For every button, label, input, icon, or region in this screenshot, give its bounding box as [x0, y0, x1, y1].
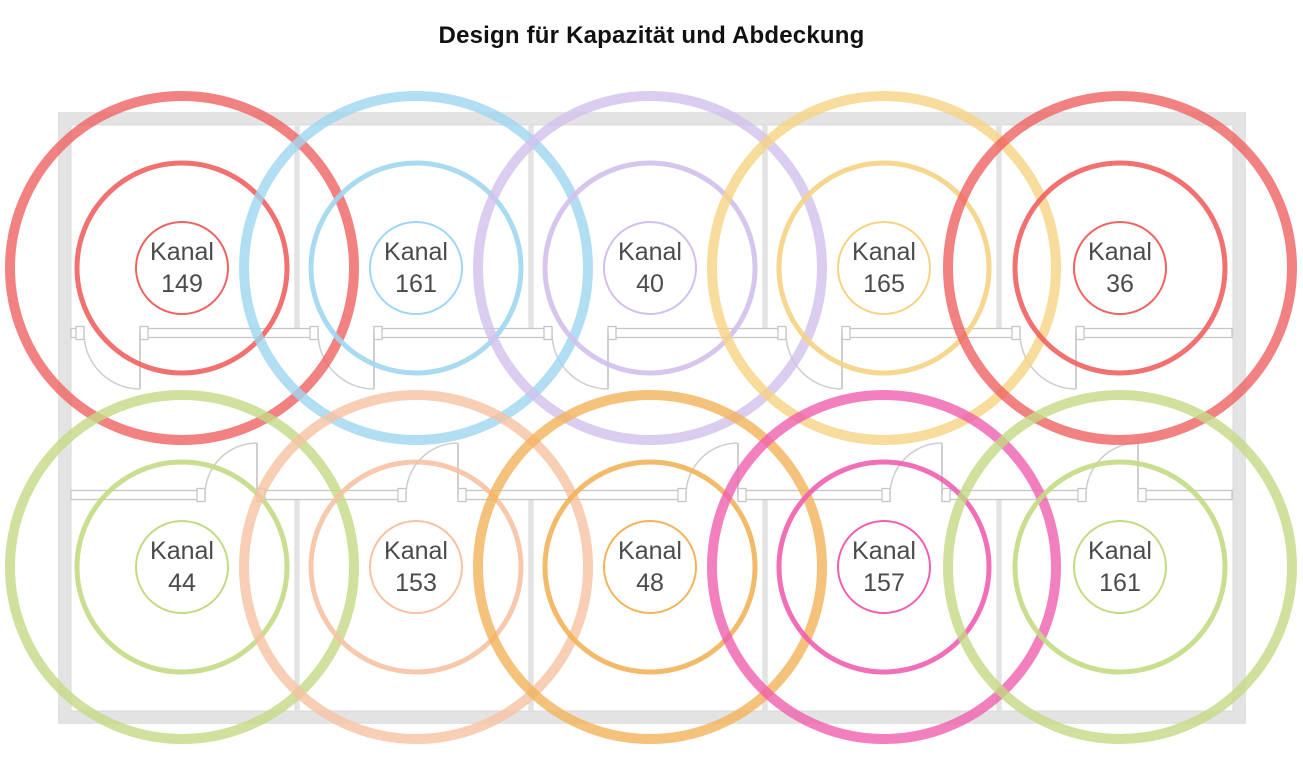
coverage-middle-ring-kanal-165: [776, 160, 992, 376]
door-swing-arc: [685, 442, 739, 496]
coverage-outer-ring-kanal-153: [239, 390, 593, 744]
door-jamb: [941, 487, 951, 503]
door-jamb: [75, 325, 85, 341]
coverage-outer-ring-kanal-40: [473, 91, 827, 445]
door-swing-arc: [204, 442, 258, 496]
door-jamb: [373, 325, 383, 341]
coverage-middle-ring-kanal-44: [74, 459, 290, 675]
coverage-inner-ring-kanal-165: [837, 221, 931, 315]
coverage-outer-ring-kanal-149: [5, 91, 359, 445]
interior-horizontal-wall: [1137, 489, 1233, 501]
door-jamb: [397, 487, 407, 503]
door-swing-arc: [1019, 332, 1077, 390]
door-jamb: [139, 325, 149, 341]
interior-vertical-wall: [528, 125, 534, 333]
interior-horizontal-wall: [841, 327, 1021, 339]
door-jamb: [677, 487, 687, 503]
door-jamb: [881, 487, 891, 503]
coverage-middle-ring-kanal-149: [74, 160, 290, 376]
door-jamb: [309, 325, 319, 341]
outer-wall-inner-edge: [70, 124, 1234, 712]
door-jamb: [196, 487, 206, 503]
door-jamb: [777, 325, 787, 341]
door-swing-arc: [1085, 442, 1139, 496]
door-swing-arc: [551, 332, 609, 390]
door-jamb: [607, 325, 617, 341]
interior-vertical-wall: [294, 125, 300, 333]
coverage-middle-ring-kanal-40: [542, 160, 758, 376]
coverage-outer-ring-kanal-161: [239, 91, 593, 445]
door-jamb: [1077, 487, 1087, 503]
door-swing-arc: [405, 442, 459, 496]
coverage-outer-ring-kanal-157: [707, 390, 1061, 744]
coverage-middle-ring-kanal-36: [1012, 160, 1228, 376]
diagram-title: Design für Kapazität und Abdeckung: [438, 22, 865, 49]
coverage-inner-ring-kanal-149: [135, 221, 229, 315]
door-jamb: [1011, 325, 1021, 341]
coverage-inner-ring-kanal-161: [369, 221, 463, 315]
interior-vertical-wall: [762, 495, 768, 711]
door-swing-arc: [83, 332, 141, 390]
interior-vertical-wall: [996, 495, 1002, 711]
interior-horizontal-wall: [607, 327, 787, 339]
interior-vertical-wall: [996, 125, 1002, 333]
coverage-outer-ring-kanal-36: [943, 91, 1297, 445]
coverage-inner-ring-kanal-36: [1073, 221, 1167, 315]
coverage-outer-ring-kanal-44: [5, 390, 359, 744]
coverage-middle-ring-kanal-48: [542, 459, 758, 675]
door-swing-arc: [317, 332, 375, 390]
interior-horizontal-wall: [1075, 327, 1233, 339]
door-jamb: [1075, 325, 1085, 341]
coverage-inner-ring-kanal-48: [603, 520, 697, 614]
coverage-middle-ring-kanal-157: [776, 459, 992, 675]
door-jamb: [1137, 487, 1147, 503]
coverage-outer-ring-kanal-48: [473, 390, 827, 744]
door-jamb: [457, 487, 467, 503]
door-swing-arc: [785, 332, 843, 390]
outer-wall: [58, 112, 1246, 724]
coverage-outer-ring-kanal-161: [943, 390, 1297, 744]
coverage-inner-ring-kanal-44: [135, 520, 229, 614]
coverage-middle-ring-kanal-153: [308, 459, 524, 675]
door-jamb: [841, 325, 851, 341]
interior-vertical-wall: [294, 495, 300, 711]
interior-vertical-wall: [528, 495, 534, 711]
interior-horizontal-wall: [373, 327, 553, 339]
coverage-middle-ring-kanal-161: [308, 160, 524, 376]
door-jamb: [543, 325, 553, 341]
coverage-inner-ring-kanal-157: [837, 520, 931, 614]
interior-horizontal-wall: [70, 489, 206, 501]
coverage-outer-ring-kanal-165: [707, 91, 1061, 445]
interior-vertical-wall: [762, 125, 768, 333]
door-swing-arc: [889, 442, 943, 496]
interior-horizontal-wall: [139, 327, 319, 339]
coverage-middle-ring-kanal-161: [1012, 459, 1228, 675]
coverage-inner-ring-kanal-161: [1073, 520, 1167, 614]
coverage-inner-ring-kanal-40: [603, 221, 697, 315]
coverage-inner-ring-kanal-153: [369, 520, 463, 614]
door-jamb: [737, 487, 747, 503]
